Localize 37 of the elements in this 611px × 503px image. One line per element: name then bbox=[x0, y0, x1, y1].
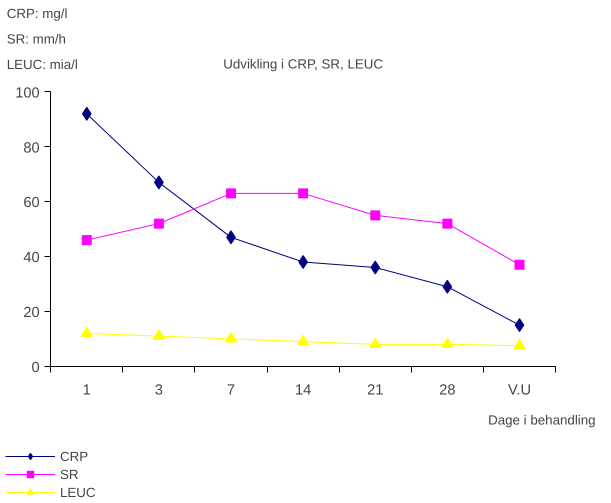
x-tick-label: 3 bbox=[154, 382, 163, 398]
point bbox=[442, 218, 452, 229]
point bbox=[297, 334, 310, 346]
y-tick-label: 100 bbox=[15, 85, 40, 102]
x-tick-label: 14 bbox=[294, 382, 312, 398]
text: SR: mm/h bbox=[6, 31, 66, 46]
point bbox=[152, 329, 165, 340]
legend-label: SR bbox=[60, 466, 80, 482]
point bbox=[514, 260, 524, 270]
x-tick-label: 7 bbox=[226, 382, 236, 398]
x-axis-title: Dage i behandling bbox=[488, 412, 596, 428]
y-tick-label: 0 bbox=[32, 360, 40, 376]
y-tick-label: 20 bbox=[23, 304, 40, 321]
point bbox=[226, 188, 236, 198]
y-tick-label: 60 bbox=[23, 195, 40, 212]
text: CRP: mg/l bbox=[6, 6, 68, 21]
point bbox=[369, 338, 382, 348]
x-tick-label: 28 bbox=[439, 382, 456, 398]
point bbox=[298, 188, 308, 198]
point bbox=[225, 332, 238, 343]
point bbox=[154, 218, 164, 229]
point bbox=[82, 235, 92, 246]
chart-title: Udvikling i CRP, SR, LEUC bbox=[223, 56, 384, 72]
point bbox=[80, 326, 93, 338]
legend-label: LEUC bbox=[60, 484, 96, 500]
point bbox=[82, 106, 92, 121]
x-tick-label: 1 bbox=[82, 382, 91, 398]
x-tick-label: V.U bbox=[508, 382, 532, 398]
point bbox=[370, 260, 380, 275]
y-tick-label: 40 bbox=[23, 250, 40, 266]
x-tick-label: 21 bbox=[367, 382, 384, 398]
point bbox=[370, 210, 380, 220]
point bbox=[441, 338, 454, 348]
y-tick-label: 80 bbox=[23, 140, 40, 156]
legend-label: CRP bbox=[60, 448, 88, 464]
point bbox=[514, 338, 526, 350]
text: LEUC: mia/l bbox=[6, 56, 78, 72]
